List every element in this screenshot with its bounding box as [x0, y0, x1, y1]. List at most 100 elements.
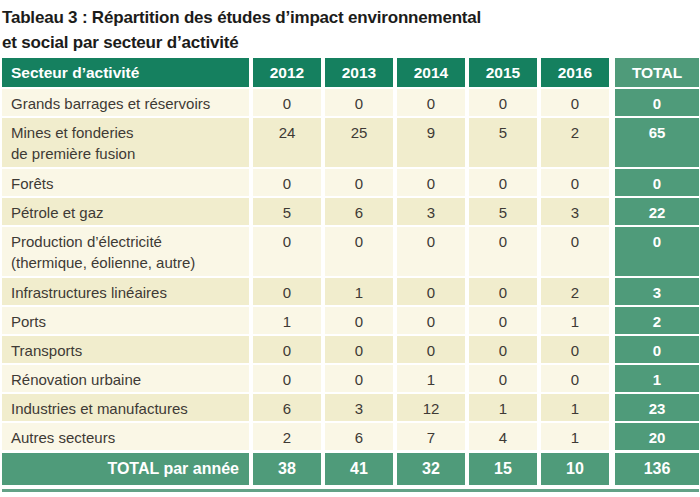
row-total-cell: 0	[609, 227, 699, 278]
value-cell: 25	[321, 118, 393, 169]
value-cell: 0	[321, 365, 393, 394]
row-total-cell: 0	[609, 169, 699, 198]
value-cell: 0	[249, 278, 321, 307]
sector-cell: Ports	[2, 307, 249, 336]
row-total-cell: 22	[609, 198, 699, 227]
value-cell: 1	[393, 365, 465, 394]
table-row: Autres secteurs2674120	[2, 423, 699, 452]
header-year-2015: 2015	[465, 58, 537, 89]
footer-label: TOTAL par année	[2, 452, 249, 487]
value-cell: 6	[321, 198, 393, 227]
row-total-cell: 1	[609, 365, 699, 394]
value-cell: 0	[465, 169, 537, 198]
table-row: Production d’électricité (thermique, éol…	[2, 227, 699, 278]
row-total-cell: 23	[609, 394, 699, 423]
value-cell: 0	[321, 307, 393, 336]
value-cell: 0	[465, 227, 537, 278]
header-year-2012: 2012	[249, 58, 321, 89]
table-row: Transports000000	[2, 336, 699, 365]
footer-value-cell: 32	[393, 452, 465, 487]
value-cell: 24	[249, 118, 321, 169]
value-cell: 12	[393, 394, 465, 423]
value-cell: 1	[465, 394, 537, 423]
sector-cell: Infrastructures linéaires	[2, 278, 249, 307]
table-title-line2: et social par secteur d’activité	[2, 33, 238, 52]
value-cell: 0	[537, 336, 609, 365]
header-total-label: TOTAL	[609, 58, 699, 89]
bottom-rule	[2, 489, 699, 492]
value-cell: 6	[321, 423, 393, 452]
value-cell: 9	[393, 118, 465, 169]
sector-cell: Forêts	[2, 169, 249, 198]
value-cell: 5	[249, 198, 321, 227]
value-cell: 0	[321, 227, 393, 278]
value-cell: 0	[249, 336, 321, 365]
header-year-2013: 2013	[321, 58, 393, 89]
header-row: Secteur d’activité 20122013201420152016T…	[2, 58, 699, 89]
row-total-cell: 20	[609, 423, 699, 452]
value-cell: 0	[321, 336, 393, 365]
sector-cell: Pétrole et gaz	[2, 198, 249, 227]
row-total-cell: 65	[609, 118, 699, 169]
value-cell: 0	[393, 278, 465, 307]
table-row: Pétrole et gaz5635322	[2, 198, 699, 227]
value-cell: 2	[537, 278, 609, 307]
footer-value-cell: 15	[465, 452, 537, 487]
header-year-2016: 2016	[537, 58, 609, 89]
value-cell: 6	[249, 394, 321, 423]
value-cell: 1	[537, 423, 609, 452]
sector-cell: Grands barrages et réservoirs	[2, 89, 249, 118]
table-row: Mines et fonderies de première fusion242…	[2, 118, 699, 169]
value-cell: 0	[537, 89, 609, 118]
footer-value-cell: 38	[249, 452, 321, 487]
value-cell: 1	[537, 394, 609, 423]
value-cell: 0	[249, 169, 321, 198]
value-cell: 2	[537, 118, 609, 169]
table-row: Forêts000000	[2, 169, 699, 198]
value-cell: 3	[321, 394, 393, 423]
value-cell: 7	[393, 423, 465, 452]
value-cell: 0	[249, 227, 321, 278]
document-page: Tableau 3 : Répartition des études d’imp…	[0, 0, 700, 497]
row-total-cell: 0	[609, 336, 699, 365]
value-cell: 0	[465, 89, 537, 118]
sector-cell: Rénovation urbaine	[2, 365, 249, 394]
value-cell: 0	[393, 89, 465, 118]
value-cell: 0	[537, 227, 609, 278]
table-title: Tableau 3 : Répartition des études d’imp…	[2, 5, 699, 55]
value-cell: 3	[537, 198, 609, 227]
footer-value-cell: 10	[537, 452, 609, 487]
value-cell: 3	[393, 198, 465, 227]
value-cell: 0	[465, 278, 537, 307]
header-year-2014: 2014	[393, 58, 465, 89]
value-cell: 1	[321, 278, 393, 307]
value-cell: 0	[537, 169, 609, 198]
table-row: Industries et manufactures63121123	[2, 394, 699, 423]
row-total-cell: 0	[609, 89, 699, 118]
row-total-cell: 3	[609, 278, 699, 307]
value-cell: 0	[393, 336, 465, 365]
value-cell: 2	[249, 423, 321, 452]
sector-cell: Production d’électricité (thermique, éol…	[2, 227, 249, 278]
value-cell: 0	[393, 227, 465, 278]
sector-cell: Autres secteurs	[2, 423, 249, 452]
value-cell: 0	[465, 365, 537, 394]
sector-cell: Industries et manufactures	[2, 394, 249, 423]
value-cell: 4	[465, 423, 537, 452]
value-cell: 0	[465, 336, 537, 365]
value-cell: 0	[393, 307, 465, 336]
value-cell: 5	[465, 118, 537, 169]
footer-value-cell: 41	[321, 452, 393, 487]
value-cell: 0	[465, 307, 537, 336]
value-cell: 5	[465, 198, 537, 227]
impact-studies-table: Secteur d’activité 20122013201420152016T…	[2, 58, 699, 487]
value-cell: 0	[249, 365, 321, 394]
sector-cell: Mines et fonderies de première fusion	[2, 118, 249, 169]
table-title-line1: Tableau 3 : Répartition des études d’imp…	[2, 8, 481, 27]
table-row: Rénovation urbaine001001	[2, 365, 699, 394]
value-cell: 0	[537, 365, 609, 394]
value-cell: 1	[537, 307, 609, 336]
table-row: Infrastructures linéaires010023	[2, 278, 699, 307]
header-sector-label: Secteur d’activité	[2, 58, 249, 89]
value-cell: 0	[249, 89, 321, 118]
